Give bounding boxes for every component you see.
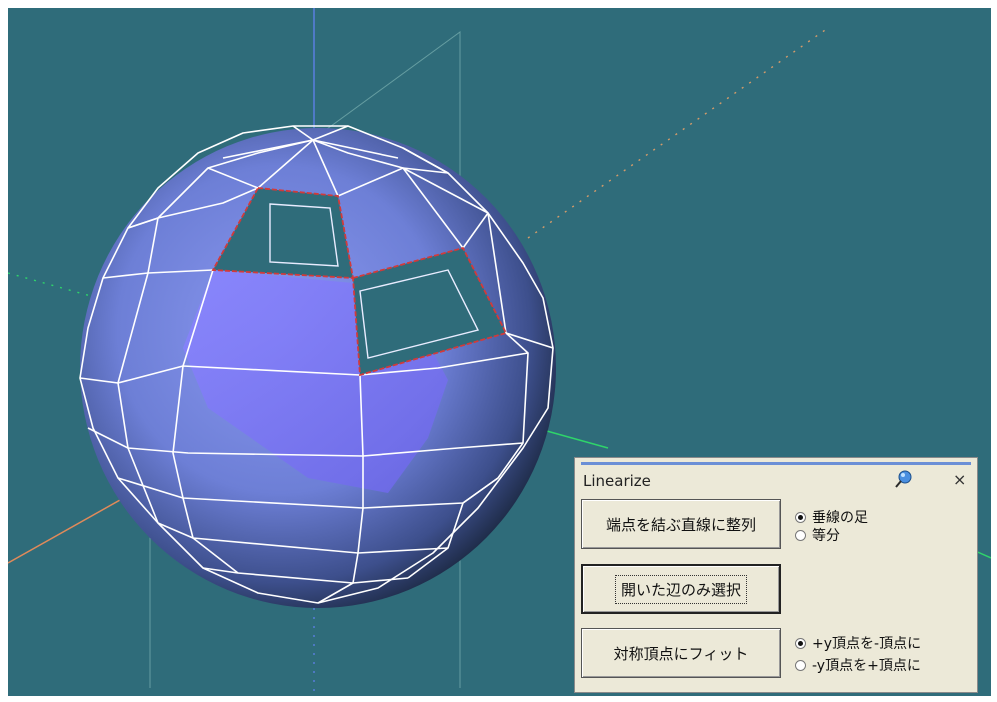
- linearize-panel: Linearize × 端点を結ぶ直線に整列 垂線の足 等分 開いた辺のみ選択 …: [574, 457, 978, 693]
- radio-indicator: [795, 529, 806, 541]
- select-open-edges-label: 開いた辺のみ選択: [614, 574, 748, 604]
- 3d-viewport[interactable]: Linearize × 端点を結ぶ直線に整列 垂線の足 等分 開いた辺のみ選択 …: [8, 8, 991, 696]
- fit-symmetric-label: 対称頂点にフィット: [613, 644, 749, 663]
- radio-selected-indicator: [795, 511, 806, 523]
- fit-mode-plus-y-radio[interactable]: +y頂点を-頂点に: [795, 633, 921, 653]
- selected-open-edges: [211, 187, 508, 377]
- close-icon[interactable]: ×: [953, 470, 967, 489]
- align-mode-equal-division-radio[interactable]: 等分: [795, 525, 840, 545]
- radio-label: +y頂点を-頂点に: [812, 636, 922, 652]
- panel-titlebar-accent: [581, 462, 971, 465]
- scene-canvas[interactable]: [8, 8, 991, 696]
- align-mode-perpendicular-radio[interactable]: 垂線の足: [795, 507, 868, 527]
- radio-label: 垂線の足: [812, 510, 868, 526]
- radio-label: 等分: [812, 528, 840, 544]
- fit-symmetric-vertices-button[interactable]: 対称頂点にフィット: [581, 628, 781, 678]
- sphere-mesh[interactable]: [80, 128, 556, 608]
- pin-icon[interactable]: [893, 468, 915, 490]
- radio-selected-indicator: [795, 637, 806, 649]
- align-button-label: 端点を結ぶ直線に整列: [605, 515, 756, 534]
- fit-mode-minus-y-radio[interactable]: -y頂点を+頂点に: [795, 655, 921, 675]
- mesh-wireframe: [79, 125, 554, 604]
- radio-label: -y頂点を+頂点に: [812, 658, 921, 674]
- axis-x-dotted: [527, 27, 829, 239]
- axis-z-dotted: [8, 272, 99, 299]
- align-to-endpoints-line-button[interactable]: 端点を結ぶ直線に整列: [581, 499, 781, 549]
- panel-title: Linearize: [583, 472, 651, 490]
- radio-indicator: [795, 659, 806, 671]
- select-open-edges-button[interactable]: 開いた辺のみ選択: [581, 564, 781, 614]
